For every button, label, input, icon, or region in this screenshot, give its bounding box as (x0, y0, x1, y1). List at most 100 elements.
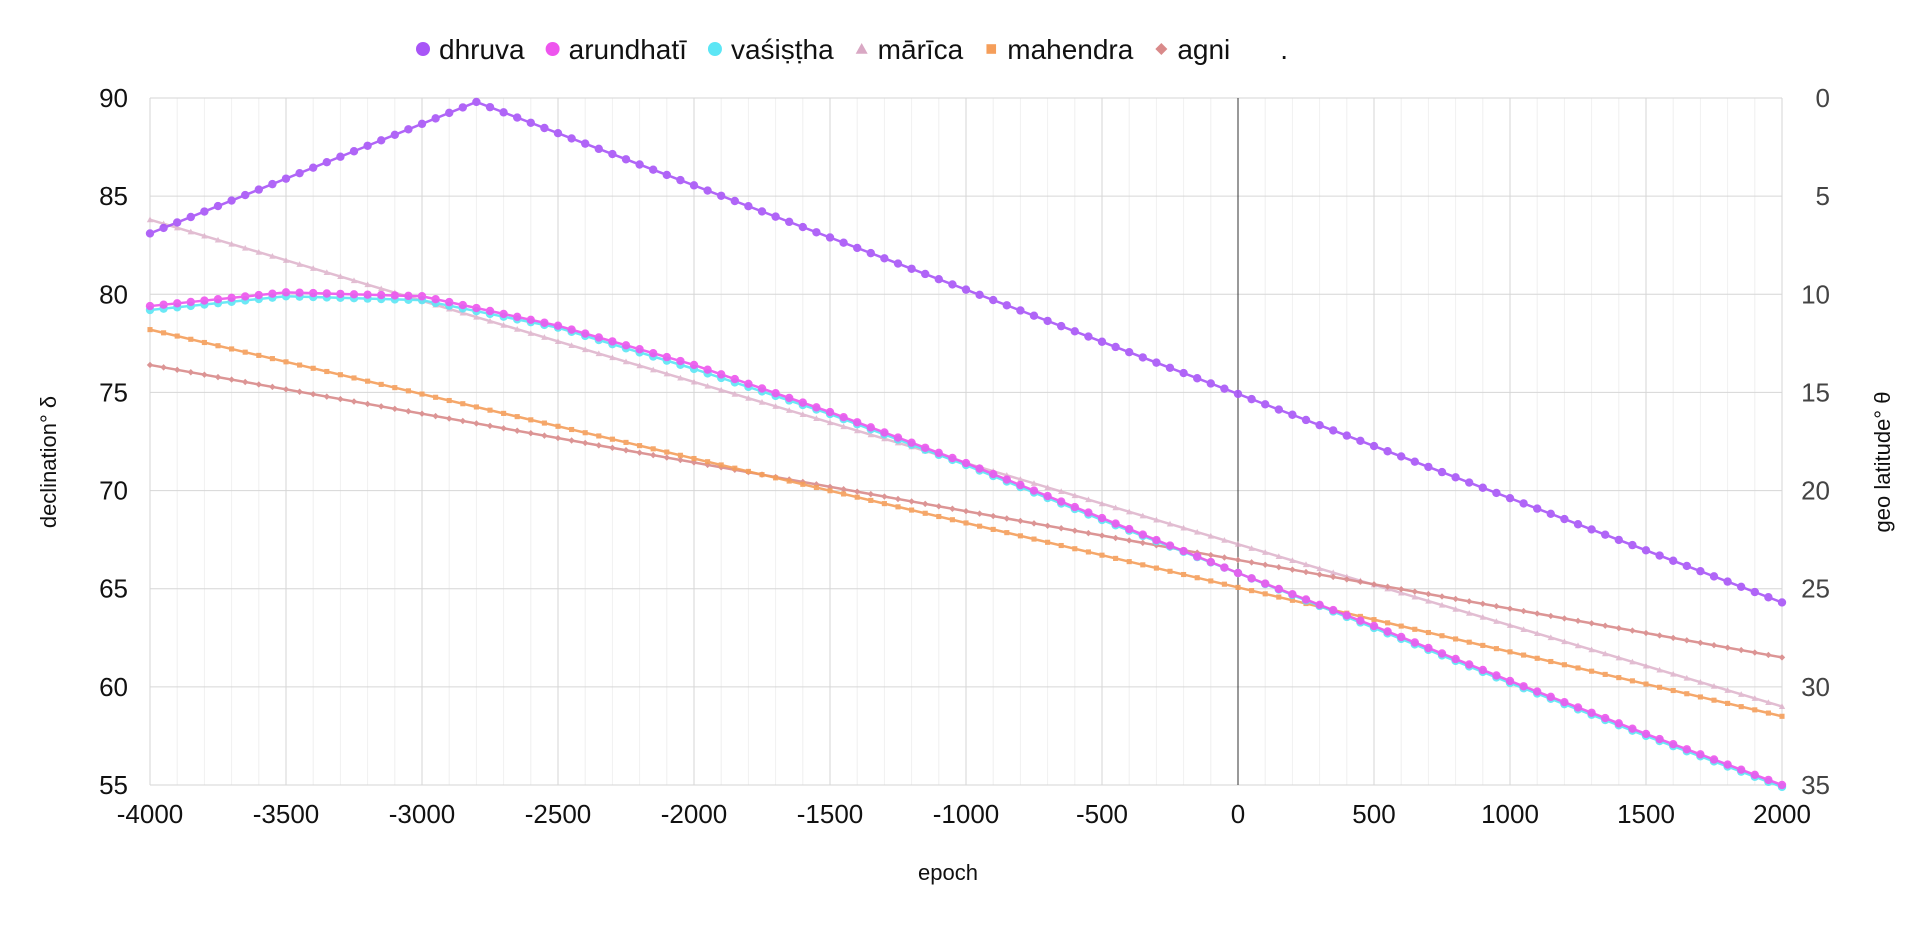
data-point (1628, 724, 1637, 733)
data-point (1289, 566, 1296, 573)
data-point (868, 497, 874, 503)
data-point (717, 370, 726, 379)
data-point (241, 190, 250, 200)
data-point (595, 442, 602, 449)
data-point (568, 437, 575, 444)
data-point (1221, 554, 1228, 561)
data-point (1724, 644, 1731, 651)
x-tick-label: -1500 (797, 799, 864, 829)
data-point (948, 280, 957, 289)
data-point (1438, 601, 1446, 608)
data-point (1030, 520, 1038, 527)
data-point (310, 365, 316, 371)
data-point (1262, 561, 1269, 569)
data-point (1045, 539, 1051, 545)
data-point (1126, 559, 1132, 565)
data-point (1601, 713, 1610, 723)
data-point (759, 472, 765, 478)
data-point (1044, 484, 1051, 490)
data-point (1424, 462, 1433, 472)
data-point (433, 394, 439, 400)
data-point (866, 423, 875, 432)
data-point (1697, 678, 1704, 685)
data-point (269, 356, 275, 362)
data-point (296, 388, 303, 395)
data-point (1275, 564, 1282, 571)
data-point (187, 228, 194, 235)
data-point (501, 410, 507, 416)
data-point (649, 348, 658, 358)
data-point (1370, 581, 1378, 588)
data-point (242, 349, 248, 355)
data-point (1601, 530, 1610, 539)
data-point (1356, 436, 1365, 446)
data-point (1288, 410, 1297, 419)
data-point (1452, 605, 1459, 612)
data-point (1330, 569, 1337, 576)
data-point (622, 358, 630, 365)
data-point (1765, 699, 1772, 705)
data-point (1085, 549, 1091, 555)
data-point (609, 444, 616, 452)
data-point (242, 378, 249, 386)
data-point (1004, 530, 1010, 536)
data-point (1017, 533, 1023, 539)
data-point (1711, 697, 1717, 703)
data-point (460, 401, 466, 407)
data-point (1289, 557, 1296, 564)
y2-tick-label: 20 (1801, 476, 1830, 506)
data-point (921, 269, 930, 279)
data-point (1111, 342, 1120, 352)
data-point (1002, 475, 1011, 484)
data-point (1425, 590, 1432, 598)
data-point (1247, 574, 1256, 583)
data-point (378, 285, 385, 292)
data-point (907, 264, 916, 273)
data-point (214, 373, 222, 381)
data-point (310, 390, 317, 398)
data-point (1234, 541, 1242, 547)
data-point (649, 165, 658, 174)
data-point (146, 361, 154, 369)
data-point (567, 325, 576, 334)
data-point (1044, 522, 1051, 530)
data-point (826, 419, 834, 426)
data-point (636, 449, 643, 456)
data-point (1071, 527, 1078, 534)
data-point (499, 309, 508, 319)
data-point (664, 449, 670, 455)
data-point (1072, 546, 1078, 552)
data-point (365, 378, 371, 384)
data-point (459, 309, 466, 316)
data-point (1697, 639, 1704, 646)
data-point (174, 366, 181, 374)
data-point (1126, 537, 1133, 544)
data-point (853, 243, 862, 253)
data-point (1560, 514, 1569, 524)
data-point (350, 398, 358, 405)
data-point (418, 410, 426, 417)
data-point (677, 374, 684, 381)
data-point (1642, 662, 1650, 669)
data-point (256, 352, 262, 358)
data-point (1505, 493, 1515, 503)
data-point (637, 443, 643, 449)
data-point (1315, 600, 1324, 610)
data-point (255, 248, 262, 255)
data-point (839, 412, 848, 422)
data-point (839, 238, 848, 247)
data-point (1533, 687, 1542, 696)
data-point (812, 228, 821, 237)
x-tick-label: 1500 (1617, 799, 1675, 829)
data-point (296, 261, 303, 267)
data-point (1478, 483, 1488, 492)
data-point (160, 364, 167, 371)
y-tick-label: 80 (99, 279, 128, 309)
data-point (1029, 311, 1039, 320)
data-point (1411, 588, 1418, 595)
data-point (295, 288, 304, 297)
data-point (745, 468, 751, 474)
data-point (159, 223, 168, 233)
data-point (866, 248, 875, 258)
data-point (757, 384, 767, 393)
